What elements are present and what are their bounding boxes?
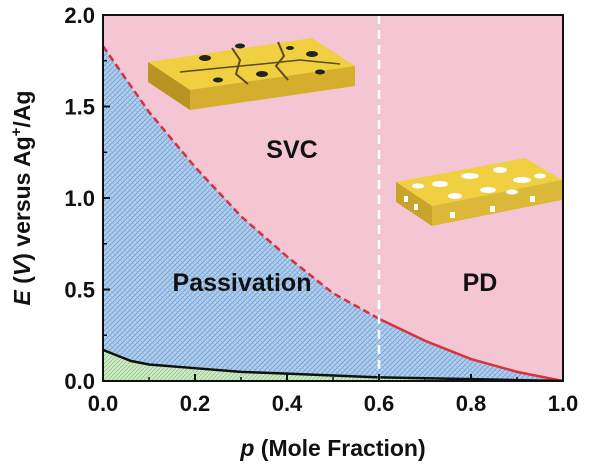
y-tick-label: 1.5 — [64, 95, 95, 120]
x-tick-label: 0.0 — [88, 391, 119, 416]
x-tick-label: 0.4 — [272, 391, 303, 416]
x-tick-label: 0.6 — [364, 391, 395, 416]
x-tick-label: 1.0 — [548, 391, 579, 416]
x-tick-label: 0.8 — [456, 391, 487, 416]
region-label-svc: SVC — [266, 136, 317, 164]
passivation-region — [103, 46, 563, 381]
y-axis-label: E (V) versus Ag+/Ag — [8, 90, 35, 305]
y-tick-label: 0.0 — [64, 369, 95, 394]
y-tick-label: 2.0 — [64, 3, 95, 28]
y-tick-label: 1.0 — [64, 186, 95, 211]
y-axis-ticks: 0.0 0.5 1.0 1.5 2.0 — [64, 3, 110, 394]
boundary-curve-solid — [378, 317, 563, 381]
region-label-pd: PD — [463, 269, 498, 297]
x-tick-label: 0.2 — [180, 391, 211, 416]
x-axis-label: p (Mole Fraction) — [239, 435, 425, 461]
boundary-curve-dashed — [103, 45, 380, 320]
x-axis-ticks: 0.0 0.2 0.4 0.6 0.8 1.0 — [88, 374, 579, 416]
pd-film-illustration — [396, 158, 562, 226]
region-label-passivation: Passivation — [173, 269, 312, 297]
y-tick-label: 0.5 — [64, 278, 95, 303]
lower-region — [103, 349, 563, 381]
svc-film-illustration — [148, 38, 355, 110]
